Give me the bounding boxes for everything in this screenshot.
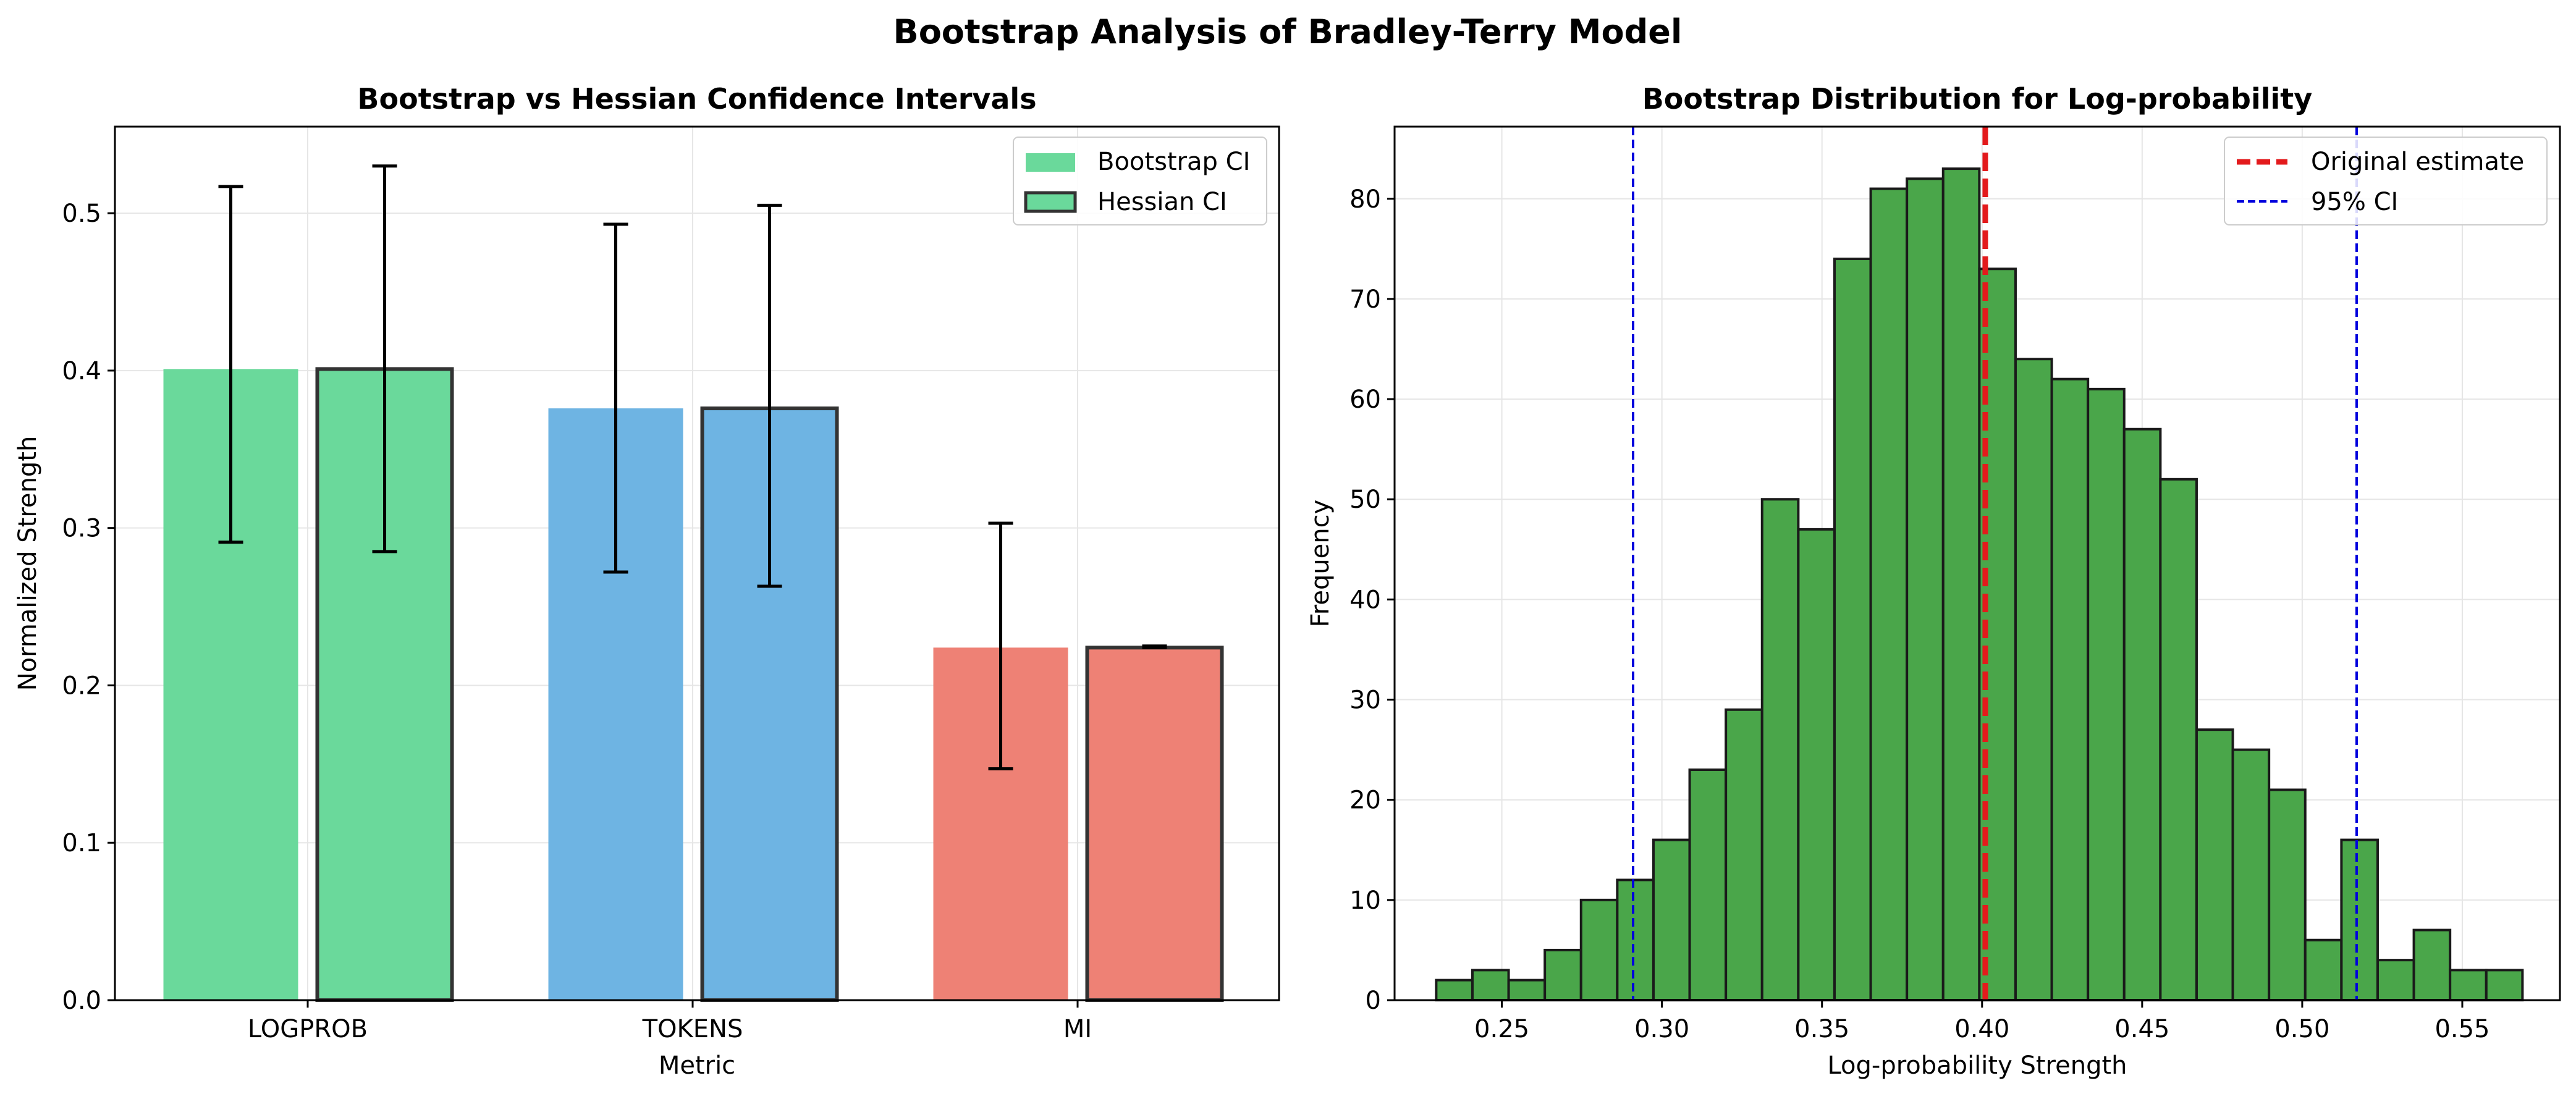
- x-tick-label: 0.50: [2274, 1015, 2329, 1043]
- x-tick-label: 0.30: [1634, 1015, 1689, 1043]
- histogram-frame: [1393, 125, 2561, 1001]
- histogram-bin: [2268, 788, 2307, 1002]
- x-tick-label: 0.40: [1954, 1015, 2009, 1043]
- histogram-bin: [2159, 478, 2198, 1001]
- x-tick-label: 0.25: [1474, 1015, 1529, 1043]
- histogram-bin: [2231, 748, 2271, 1002]
- y-tick-label: 0: [1366, 987, 1381, 1015]
- y-tick-label: 20: [1349, 786, 1381, 815]
- legend-swatch-bootstrap: [1026, 153, 1075, 172]
- y-tick-label: 0.0: [62, 987, 101, 1015]
- histogram-bars: [1435, 167, 2524, 1002]
- histogram-bin: [1906, 177, 1945, 1002]
- histogram-bin: [2014, 358, 2053, 1002]
- histogram-bin: [1435, 979, 1474, 1002]
- histogram-bin: [2376, 959, 2415, 1001]
- y-tick-label: 70: [1349, 285, 1381, 314]
- legend-label-original-estimate: Original estimate: [2311, 148, 2524, 176]
- histogram-y-axis-label: Frequency: [1306, 500, 1335, 628]
- bar-chart-bars: [163, 367, 1224, 1003]
- histogram-bin: [1760, 498, 1800, 1001]
- x-tick-label: 0.55: [2435, 1015, 2489, 1043]
- histogram-x-axis-label: Log-probability Strength: [1827, 1051, 2127, 1080]
- bar-chart-error-bars: [218, 164, 1167, 770]
- histogram-legend: Original estimate 95% CI: [2224, 137, 2548, 225]
- y-tick-label: 30: [1349, 686, 1381, 715]
- histogram-bin: [1471, 969, 1510, 1002]
- bar-chart-x-ticks: LOGPROB TOKENS MI: [248, 1000, 1092, 1043]
- y-tick-label: 0.1: [62, 829, 101, 857]
- legend-label-hessian: Hessian CI: [1097, 188, 1227, 216]
- figure-title: Bootstrap Analysis of Bradley-Terry Mode…: [893, 12, 1683, 51]
- histogram-bin: [1725, 708, 1763, 1001]
- histogram-bin: [1688, 768, 1728, 1001]
- bar-hessian-logprob: [315, 367, 454, 1002]
- histogram-bin: [2412, 928, 2452, 1002]
- histogram-bin: [1543, 948, 1582, 1001]
- bar-chart-x-axis-label: Metric: [659, 1051, 735, 1080]
- histogram-bin: [1941, 167, 1981, 1002]
- histogram-title: Bootstrap Distribution for Log-probabili…: [1642, 82, 2313, 116]
- histogram-x-ticks: 0.25 0.30 0.35 0.40 0.45 0.50 0.55: [1474, 1000, 2490, 1043]
- histogram-bin: [1579, 898, 1619, 1001]
- bar-chart-y-ticks: 0.0 0.1 0.2 0.3 0.4 0.5: [62, 200, 115, 1015]
- histogram-bin: [2340, 838, 2379, 1001]
- histogram-bin: [1869, 187, 1909, 1001]
- y-tick-label: 0.4: [62, 357, 101, 385]
- histogram-bin: [1616, 878, 1655, 1001]
- legend-box: [2224, 137, 2548, 225]
- legend-label-ci: 95% CI: [2311, 188, 2398, 216]
- y-tick-label: 60: [1349, 385, 1381, 414]
- x-tick-label: LOGPROB: [248, 1015, 368, 1043]
- bar-hessian-mi: [1085, 646, 1224, 1003]
- y-tick-label: 0.2: [62, 672, 101, 700]
- bar-chart-legend: Bootstrap CI Hessian CI: [1013, 137, 1267, 225]
- y-tick-label: 80: [1349, 185, 1381, 214]
- histogram-bin: [2195, 728, 2234, 1002]
- y-tick-label: 0.3: [62, 515, 101, 543]
- y-tick-label: 40: [1349, 586, 1381, 614]
- histogram-bin: [1507, 979, 1547, 1002]
- histogram-bin: [2304, 938, 2343, 1001]
- histogram-bin: [2087, 387, 2126, 1001]
- legend-swatch-hessian: [1024, 191, 1077, 213]
- histogram-bin: [2122, 427, 2162, 1001]
- histogram-bin: [2050, 377, 2090, 1001]
- y-tick-label: 0.5: [62, 200, 101, 228]
- histogram-bin: [1652, 838, 1691, 1001]
- x-tick-label: 0.35: [1794, 1015, 1849, 1043]
- legend-label-bootstrap: Bootstrap CI: [1097, 148, 1250, 176]
- histogram-y-ticks: 0 10 20 30 40 50 60 70 80: [1349, 185, 1395, 1015]
- histogram-bin: [2449, 969, 2488, 1002]
- bar-chart: 0.0 0.1 0.2 0.3 0.4 0.5 LOGPROB TOKENS MI Boots…: [14, 82, 1280, 1080]
- y-tick-label: 10: [1349, 886, 1381, 915]
- x-tick-label: 0.45: [2114, 1015, 2169, 1043]
- y-tick-label: 50: [1349, 486, 1381, 514]
- histogram-bin: [2485, 969, 2524, 1002]
- x-tick-label: MI: [1063, 1015, 1092, 1043]
- x-tick-label: TOKENS: [642, 1015, 743, 1043]
- bar-chart-title: Bootstrap vs Hessian Confidence Interval…: [357, 82, 1036, 116]
- bar-chart-frame: [114, 125, 1280, 1001]
- histogram-bin: [1833, 258, 1872, 1001]
- bar-chart-y-axis-label: Normalized Strength: [14, 436, 42, 691]
- histogram-bin: [1797, 528, 1836, 1001]
